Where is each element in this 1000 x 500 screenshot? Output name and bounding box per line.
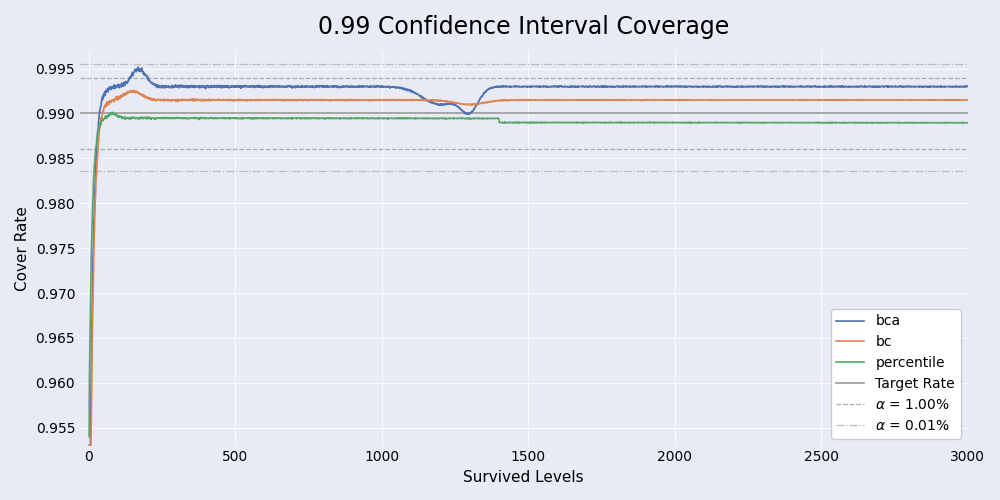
$\alpha$ = 0.01% [83, 61, 95, 67]
Line: bca: bca [89, 67, 968, 446]
percentile [107, 110, 119, 116]
bca [83, 442, 95, 448]
percentile [83, 434, 95, 440]
bc [128, 88, 140, 94]
Line: percentile: percentile [89, 112, 968, 436]
percentile [184, 116, 196, 121]
percentile [458, 115, 470, 121]
bca [458, 110, 470, 116]
percentile [945, 120, 957, 126]
percentile [420, 116, 432, 121]
bc [458, 102, 470, 107]
percentile [850, 120, 862, 126]
X-axis label: Survived Levels: Survived Levels [463, 470, 584, 485]
bc [83, 442, 95, 448]
Line: bc: bc [89, 90, 968, 446]
bca [962, 84, 974, 89]
bca [420, 97, 432, 103]
$\alpha$ = 0.01% [83, 61, 95, 67]
Y-axis label: Cover Rate: Cover Rate [15, 206, 30, 290]
bc [850, 97, 862, 103]
bca [184, 84, 196, 89]
Legend: bca, bc, percentile, Target Rate, $\alpha$ = 1.00%, $\alpha$ = 0.01%: bca, bc, percentile, Target Rate, $\alph… [831, 309, 961, 438]
bca [945, 84, 957, 90]
$\alpha$ = 1.00% [83, 74, 95, 80]
bca [236, 82, 248, 88]
Target Rate [83, 110, 95, 116]
percentile [236, 116, 248, 121]
bc [945, 97, 957, 103]
bc [236, 96, 248, 102]
Target Rate [83, 110, 95, 116]
bc [184, 96, 196, 102]
bc [420, 97, 432, 103]
percentile [962, 120, 974, 126]
$\alpha$ = 1.00% [83, 74, 95, 80]
bca [850, 84, 862, 89]
bc [962, 97, 974, 103]
Title: 0.99 Confidence Interval Coverage: 0.99 Confidence Interval Coverage [318, 15, 729, 39]
bca [132, 64, 144, 70]
